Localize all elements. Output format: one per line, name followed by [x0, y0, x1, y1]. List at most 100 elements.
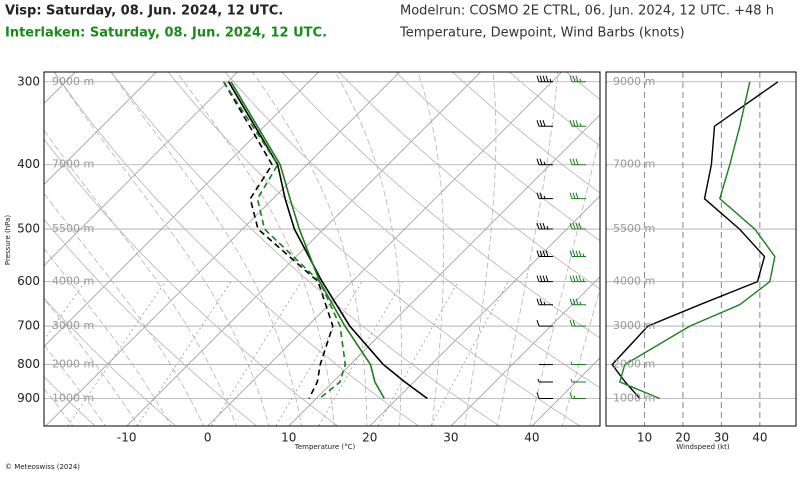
altitude-label: 9000 m: [613, 75, 655, 88]
moist-adiabat: [561, 287, 600, 426]
wind-line: [618, 81, 776, 400]
wind-barb: [536, 222, 553, 230]
altitude-label: 2000 m: [52, 358, 94, 371]
x-tick-label: 20: [362, 431, 377, 445]
altitude-label: 1000 m: [613, 392, 655, 405]
wind-barb: [536, 298, 553, 306]
dry-adiabat: [281, 72, 600, 339]
isotherm: [694, 72, 800, 426]
moist-adiabat: [44, 344, 107, 426]
isotherm: [44, 72, 157, 186]
isotherm: [207, 72, 563, 426]
y-tick-label: 800: [17, 357, 40, 371]
isotherm: [613, 72, 800, 426]
x-tick-label: 40: [524, 431, 539, 445]
altitude-label: 7000 m: [613, 158, 655, 171]
isotherm: [45, 72, 400, 426]
altitude-label: 4000 m: [613, 275, 655, 288]
dry-adiabat: [44, 138, 339, 426]
altitude-label: 5500 m: [613, 222, 655, 235]
profile-line: [230, 81, 385, 399]
altitude-label: 7000 m: [52, 158, 94, 171]
dry-adiabat: [44, 218, 258, 426]
mixing-ratio: [136, 281, 232, 426]
frame: [43, 71, 601, 427]
y-tick-label: 500: [17, 222, 40, 236]
skewt-plot: [44, 29, 800, 443]
altitude-label: 1000 m: [52, 392, 94, 405]
wind-barb: [569, 298, 586, 306]
mixing-ratio: [211, 281, 302, 426]
y-tick-label: 700: [17, 319, 40, 333]
frame: [605, 71, 797, 427]
wind-barb: [569, 275, 586, 283]
dry-adiabat: [44, 297, 177, 426]
x-tick-label: 30: [443, 431, 458, 445]
wind-barb: [569, 319, 586, 327]
moist-adiabat: [251, 72, 368, 426]
dry-adiabat: [395, 72, 600, 242]
altitude-label: 3000 m: [52, 319, 94, 332]
title: Visp: Saturday, 08. Jun. 2024, 12 UTC.: [5, 4, 283, 19]
x-tick-label: 10: [637, 431, 652, 445]
wind-barb: [569, 158, 586, 166]
x-tick-label: 40: [752, 431, 767, 445]
profile-line: [223, 81, 334, 399]
wind-barb: [569, 392, 586, 400]
moist-adiabat: [53, 72, 270, 426]
moist-adiabat: [334, 72, 402, 426]
altitude-label: 5500 m: [52, 222, 94, 235]
isotherm: [369, 195, 600, 426]
moist-adiabat: [496, 72, 559, 426]
dry-adiabat: [626, 29, 800, 443]
moist-adiabat: [417, 72, 445, 426]
dry-adiabat: [508, 72, 600, 147]
wind-barb: [569, 222, 586, 230]
dry-adiabat: [790, 29, 800, 443]
wind-barb: [536, 120, 553, 127]
x-tick-label: -10: [117, 431, 137, 445]
mixing-ratio: [67, 281, 166, 426]
wind-plot: [606, 72, 796, 426]
wind-barb: [536, 250, 553, 258]
wind-barb: [537, 378, 553, 383]
mixing-ratio: [377, 281, 459, 426]
moist-adiabat: [44, 388, 74, 426]
mixing-ratio: [430, 281, 509, 426]
dry-adiabat: [338, 72, 600, 290]
altitude-label: 2000 m: [613, 358, 655, 371]
isotherm: [44, 72, 238, 267]
wind-line: [611, 81, 779, 399]
x-axis-label: Temperature (°C): [294, 443, 356, 451]
altitude-label: 3000 m: [613, 319, 655, 332]
wind-barb: [569, 192, 586, 200]
moist-adiabat: [464, 72, 497, 426]
mixing-ratio: [318, 281, 403, 426]
wind-barb: [569, 75, 586, 83]
profile-line: [227, 81, 428, 400]
wind-barb: [570, 378, 586, 383]
wind-barb: [570, 361, 586, 366]
y-tick-label: 300: [17, 74, 40, 88]
moist-adiabat: [44, 298, 139, 426]
profile-line: [223, 81, 347, 400]
wind-barb: [569, 250, 586, 258]
title: Interlaken: Saturday, 08. Jun. 2024, 12 …: [5, 26, 327, 41]
altitude-label: 4000 m: [52, 275, 94, 288]
wind-barb: [536, 275, 553, 283]
subtitle: Temperature, Dewpoint, Wind Barbs (knots…: [399, 26, 685, 41]
wind-barb: [536, 319, 553, 327]
dry-adiabat: [681, 29, 800, 443]
wind-barb: [536, 392, 553, 400]
isotherm: [450, 276, 600, 426]
wind-barb: [536, 192, 553, 200]
dry-adiabat: [224, 72, 600, 389]
moist-adiabat: [529, 133, 600, 426]
isotherm: [531, 357, 600, 426]
y-axis-label: Pressure (hPa): [4, 215, 12, 265]
y-tick-label: 600: [17, 274, 40, 288]
wind-barb: [536, 75, 553, 83]
x-tick-label: 10: [281, 431, 296, 445]
